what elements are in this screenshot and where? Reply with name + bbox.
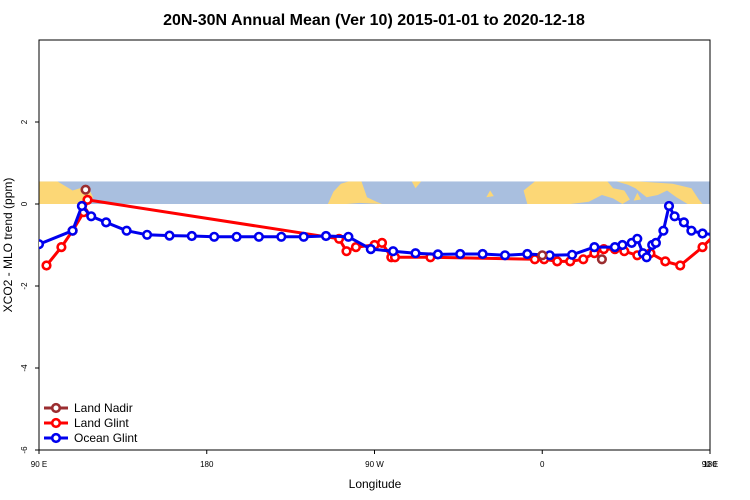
legend-item: Ocean Glint: [44, 431, 138, 445]
data-point: [432, 249, 444, 260]
data-point: [67, 225, 78, 236]
map-strip: [39, 181, 750, 205]
data-point: [164, 230, 175, 241]
y-tick-label: 2: [20, 119, 29, 124]
data-point: [186, 230, 197, 242]
data-point: [697, 228, 708, 239]
data-point: [76, 200, 87, 212]
series-land-glint: [41, 194, 742, 271]
legend-swatch-marker: [50, 432, 62, 444]
data-point: [320, 230, 332, 242]
data-point: [734, 204, 742, 212]
data-point: [376, 237, 388, 248]
series-land-nadir: [80, 184, 608, 265]
y-axis-label: XCO2 - MLO trend (ppm): [1, 178, 15, 313]
data-point: [658, 225, 669, 236]
legend-item: Land Nadir: [44, 401, 133, 415]
legend-swatch-marker: [50, 402, 62, 414]
data-point: [499, 250, 511, 261]
map-land-3: [486, 190, 494, 198]
data-point: [253, 231, 264, 242]
map-land-4: [523, 181, 630, 204]
y-tick-label: -4: [20, 364, 29, 372]
data-point: [80, 184, 91, 195]
legend-label: Land Glint: [74, 416, 129, 430]
x-tick-label: 0: [540, 460, 545, 469]
series-layer: [39, 184, 748, 271]
map-land-5: [616, 181, 703, 204]
data-point: [350, 242, 362, 253]
data-point: [650, 237, 662, 248]
data-point: [41, 260, 52, 271]
map-land-7: [633, 192, 641, 201]
data-point: [660, 256, 671, 267]
data-point: [721, 221, 729, 229]
data-point: [697, 242, 708, 253]
map-land-6: [710, 182, 750, 205]
legend-label: Land Nadir: [74, 401, 133, 415]
y-axis: -6 -4 -2 0 2: [20, 119, 39, 454]
data-point: [589, 242, 600, 253]
data-point: [455, 248, 466, 260]
legend-item: Land Glint: [44, 416, 129, 430]
data-point: [298, 231, 309, 242]
data-point: [39, 239, 45, 250]
x-tick-label: 180: [200, 460, 214, 469]
data-point: [617, 239, 628, 251]
data-point: [477, 248, 488, 260]
data-point: [343, 231, 354, 242]
map-land-2: [411, 181, 422, 189]
legend-swatch-marker: [50, 417, 62, 429]
data-point: [675, 260, 686, 271]
data-point: [121, 225, 132, 236]
data-point: [82, 194, 93, 205]
x-axis-label: Longitude: [349, 477, 402, 491]
data-point: [522, 248, 533, 260]
data-point: [276, 231, 287, 242]
data-point: [596, 254, 608, 265]
data-point: [578, 254, 589, 265]
chart-title: 20N-30N Annual Mean (Ver 10) 2015-01-01 …: [163, 12, 585, 29]
data-point: [388, 246, 399, 257]
x-tick-label: 90 E: [702, 460, 718, 469]
data-point: [669, 211, 680, 222]
x-tick-label: 180: [703, 460, 717, 469]
data-point: [678, 217, 690, 228]
data-point: [712, 231, 720, 239]
legend-label: Ocean Glint: [74, 431, 138, 445]
map-land-0: [39, 181, 94, 204]
y-tick-label: -6: [20, 446, 29, 454]
data-point: [410, 248, 421, 259]
x-tick-label: 90 W: [365, 460, 384, 469]
y-tick-label: -2: [20, 282, 29, 290]
data-point: [231, 231, 242, 242]
data-point: [537, 250, 548, 261]
data-point: [86, 211, 97, 222]
data-point: [725, 232, 733, 240]
data-point: [641, 252, 652, 263]
data-point: [663, 200, 675, 212]
data-point: [740, 231, 748, 239]
data-point: [566, 249, 578, 260]
data-point: [686, 225, 697, 236]
y-tick-label: 0: [20, 201, 29, 206]
data-point: [365, 244, 376, 255]
series-ocean-glint: [39, 200, 748, 263]
data-point: [56, 242, 67, 253]
map-land-1: [327, 181, 382, 204]
data-point: [142, 229, 153, 240]
data-point: [209, 231, 220, 242]
data-point: [632, 233, 643, 244]
data-point: [341, 246, 352, 257]
data-point: [552, 256, 563, 267]
x-tick-label: 90 E: [31, 460, 47, 469]
data-point: [100, 217, 112, 228]
